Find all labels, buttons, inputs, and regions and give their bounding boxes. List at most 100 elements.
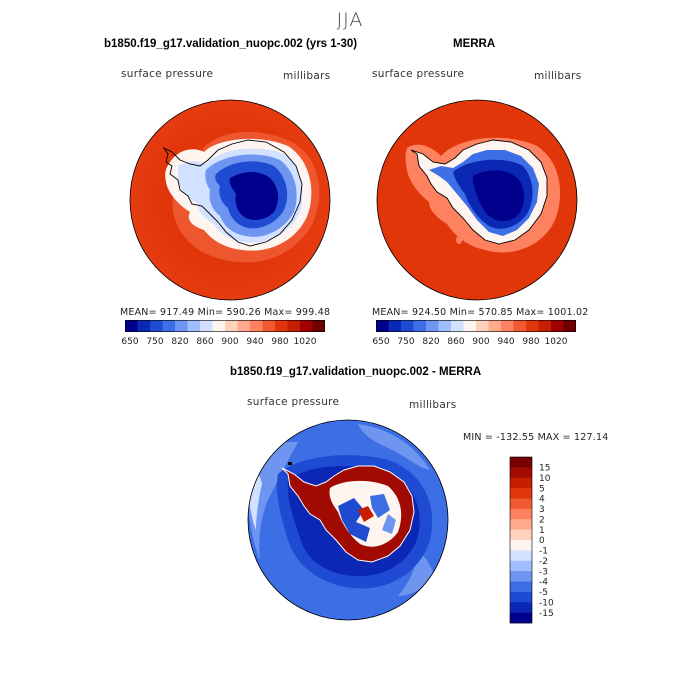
diff-colorbar-tick-label: 3 — [539, 505, 545, 515]
obs-colorbar-swatch — [551, 320, 564, 332]
obs-colorbar-tick-label: 860 — [447, 337, 464, 347]
model-units-label: millibars — [283, 70, 331, 82]
diff-colorbar-swatch — [510, 477, 532, 489]
model-panel-title: b1850.f19_g17.validation_nuopc.002 (yrs … — [104, 38, 358, 50]
obs-colorbar-tick-label: 980 — [522, 337, 539, 347]
obs-colorbar-swatch — [438, 320, 452, 332]
model-colorbar-tick-label: 650 — [121, 337, 138, 347]
model-colorbar-swatch — [212, 320, 226, 332]
obs-colorbar — [376, 320, 576, 332]
diff-colorbar-swatch — [510, 467, 532, 479]
obs-colorbar-swatch — [476, 320, 489, 332]
obs-colorbar-swatch — [538, 320, 552, 332]
model-colorbar-tick-label: 750 — [146, 337, 163, 347]
obs-colorbar-tick-label: 820 — [422, 337, 439, 347]
obs-stats: MEAN= 924.50 Min= 570.85 Max= 1001.02 — [372, 307, 589, 318]
model-colorbar-swatch — [225, 320, 238, 332]
diff-colorbar-tick-label: 2 — [539, 515, 545, 525]
diff-colorbar-tick-label: 10 — [539, 474, 551, 484]
diff-colorbar-tick-label: -10 — [539, 598, 554, 608]
obs-colorbar-tick-label: 750 — [397, 337, 414, 347]
model-colorbar — [125, 320, 325, 332]
obs-colorbar-swatch — [563, 320, 576, 332]
model-colorbar-swatch — [137, 320, 151, 332]
diff-colorbar-tick-label: 1 — [539, 526, 545, 536]
diff-colorbar-tick-label: -2 — [539, 557, 548, 567]
diff-units-label: millibars — [409, 399, 457, 411]
obs-colorbar-swatch — [513, 320, 527, 332]
diff-colorbar-swatch — [510, 540, 532, 551]
obs-colorbar-tick-label: 940 — [497, 337, 514, 347]
model-colorbar-swatch — [287, 320, 301, 332]
diff-colorbar-tick-label: -5 — [539, 588, 548, 598]
diff-colorbar-swatch — [510, 602, 532, 613]
model-colorbar-swatch — [312, 320, 325, 332]
model-colorbar-tick-label: 980 — [271, 337, 288, 347]
model-colorbar-swatch — [300, 320, 313, 332]
obs-panel-title: MERRA — [453, 38, 496, 50]
model-colorbar-ticks: 650 750 820 860 900 940 980 1020 — [121, 337, 317, 347]
model-colorbar-swatch — [125, 320, 138, 332]
obs-colorbar-swatch — [526, 320, 539, 332]
model-colorbar-tick-label: 820 — [171, 337, 188, 347]
obs-colorbar-swatch — [463, 320, 477, 332]
diff-colorbar-swatch — [510, 508, 532, 520]
diff-variable-label: surface pressure — [247, 396, 340, 408]
model-colorbar-swatch — [162, 320, 176, 332]
model-colorbar-swatch — [262, 320, 276, 332]
model-colorbar-swatch — [275, 320, 288, 332]
diff-colorbar-swatch — [510, 571, 532, 582]
obs-colorbar-tick-label: 900 — [472, 337, 489, 347]
diff-colorbar-swatch — [510, 550, 532, 562]
diff-panel-title: b1850.f19_g17.validation_nuopc.002 - MER… — [230, 366, 482, 378]
obs-colorbar-swatch — [501, 320, 514, 332]
diff-colorbar-swatch — [510, 591, 532, 603]
diff-colorbar-swatch — [510, 488, 532, 499]
model-colorbar-tick-label: 1020 — [294, 337, 317, 347]
diff-colorbar-tick-label: 5 — [539, 484, 545, 494]
diff-colorbar-swatch — [510, 581, 532, 593]
model-colorbar-swatch — [150, 320, 163, 332]
obs-colorbar-swatch — [388, 320, 402, 332]
obs-colorbar-swatch — [413, 320, 427, 332]
diff-colorbar-swatch — [510, 612, 532, 624]
diff-colorbar-swatch — [510, 457, 532, 468]
diff-stats: MIN = -132.55 MAX = 127.14 — [463, 432, 609, 443]
diff-colorbar-tick-label: -3 — [539, 567, 548, 577]
obs-variable-label: surface pressure — [372, 68, 465, 80]
diff-colorbar-tick-label: -1 — [539, 547, 548, 557]
obs-colorbar-swatch — [488, 320, 502, 332]
obs-colorbar-swatch — [426, 320, 439, 332]
diff-colorbar-tick-label: 15 — [539, 464, 550, 474]
model-colorbar-swatch — [175, 320, 188, 332]
model-colorbar-swatch — [250, 320, 263, 332]
diff-colorbar-swatch — [510, 529, 532, 541]
diff-colorbar-tick-label: 4 — [539, 495, 545, 505]
model-colorbar-tick-label: 860 — [196, 337, 213, 347]
diff-polar-map — [247, 419, 449, 621]
obs-colorbar-tick-label: 650 — [372, 337, 389, 347]
diff-colorbar-swatch — [510, 498, 532, 510]
model-colorbar-swatch — [200, 320, 213, 332]
obs-colorbar-swatch — [451, 320, 464, 332]
obs-polar-map — [376, 99, 578, 301]
diff-colorbar-tick-label: -4 — [539, 578, 548, 588]
obs-colorbar-swatch — [376, 320, 389, 332]
season-title: JJA — [336, 9, 364, 31]
obs-colorbar-swatch — [401, 320, 414, 332]
diff-colorbar-swatch — [510, 519, 532, 530]
diff-colorbar-swatch — [510, 560, 532, 572]
model-stats: MEAN= 917.49 Min= 590.26 Max= 999.48 — [120, 307, 331, 318]
model-colorbar-swatch — [237, 320, 251, 332]
obs-colorbar-ticks: 650 750 820 860 900 940 980 1020 — [372, 337, 568, 347]
model-colorbar-tick-label: 900 — [221, 337, 238, 347]
model-polar-map — [129, 99, 331, 301]
obs-colorbar-tick-label: 1020 — [545, 337, 568, 347]
model-variable-label: surface pressure — [121, 68, 214, 80]
diff-colorbar-tick-label: -15 — [539, 609, 554, 619]
model-colorbar-tick-label: 940 — [246, 337, 263, 347]
diff-colorbar-tick-label: 0 — [539, 536, 545, 546]
model-colorbar-swatch — [187, 320, 201, 332]
obs-units-label: millibars — [534, 70, 582, 82]
